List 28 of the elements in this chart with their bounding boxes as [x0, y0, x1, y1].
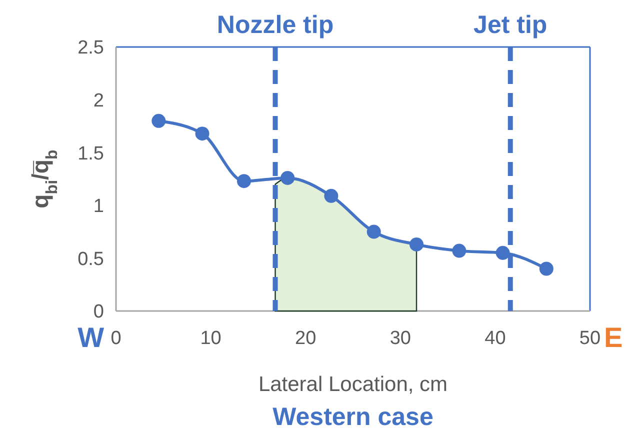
- point: [452, 244, 466, 258]
- point: [496, 246, 510, 260]
- point: [324, 188, 338, 203]
- y-tick-label: 1.5: [78, 143, 104, 164]
- text: E: [604, 322, 623, 353]
- text: W: [78, 322, 105, 353]
- text: Western case: [272, 403, 434, 431]
- point: [539, 262, 554, 276]
- x-tick-label: 40: [484, 328, 506, 349]
- x-tick-label: 10: [200, 328, 222, 349]
- ref-line-label: Nozzle tip: [216, 11, 334, 39]
- x-tick-label: 50: [579, 328, 601, 349]
- ref-line-label: Jet tip: [474, 11, 548, 39]
- point: [236, 174, 251, 188]
- point: [366, 224, 381, 239]
- point: [152, 114, 166, 128]
- y-tick-label: 2.5: [78, 38, 104, 59]
- point: [410, 237, 424, 252]
- x-axis-title: Lateral Location, cm: [258, 373, 448, 396]
- x-tick-label: 30: [390, 328, 411, 349]
- x-tick-label: 20: [295, 328, 316, 349]
- x-tick-label: 0: [110, 328, 122, 349]
- y-tick-label: 0.5: [78, 248, 104, 270]
- y-tick-label: 0: [93, 302, 104, 323]
- point: [280, 170, 295, 185]
- y-tick-label: 1: [93, 196, 104, 218]
- y-tick-label: 2: [93, 90, 104, 112]
- point: [195, 126, 210, 141]
